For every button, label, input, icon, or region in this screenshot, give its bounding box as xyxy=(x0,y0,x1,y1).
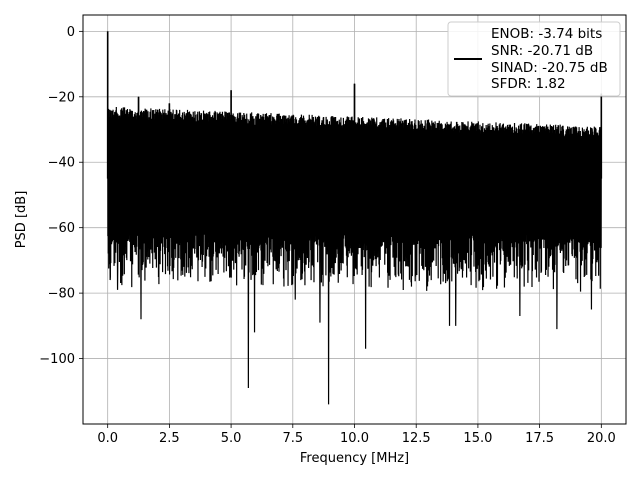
legend-snr-text: SNR: -20.71 dB xyxy=(491,43,593,59)
legend-sinad-text: SINAD: -20.75 dB xyxy=(491,60,608,76)
y-tick-label: −40 xyxy=(48,156,75,171)
x-tick-label: 7.5 xyxy=(282,431,303,446)
psd-series-line xyxy=(107,31,602,405)
x-tick-label: 15.0 xyxy=(463,431,492,446)
x-tick-label: 5.0 xyxy=(221,431,242,446)
x-axis-label: Frequency [MHz] xyxy=(300,451,409,466)
y-tick-label: 0 xyxy=(67,25,75,40)
y-axis-label: PSD [dB] xyxy=(14,191,29,249)
psd-trace xyxy=(106,31,603,405)
x-tick-label: 2.5 xyxy=(159,431,180,446)
legend-enob-text: ENOB: -3.74 bits xyxy=(491,26,602,42)
y-tick-label: −60 xyxy=(48,221,75,236)
y-tick-label: −20 xyxy=(48,90,75,105)
y-axis-ticks: 0 −20 −40 −60 −80 −100 xyxy=(39,25,83,367)
x-tick-label: 10.0 xyxy=(340,431,369,446)
x-tick-label: 0.0 xyxy=(97,431,118,446)
x-axis-ticks: 0.0 2.5 5.0 7.5 10.0 12.5 15.0 17.5 20.0 xyxy=(97,424,616,446)
x-tick-label: 17.5 xyxy=(525,431,554,446)
y-tick-label: −80 xyxy=(48,287,75,302)
x-tick-label: 20.0 xyxy=(587,431,616,446)
legend-sfdr-text: SFDR: 1.82 xyxy=(491,76,566,92)
y-tick-label: −100 xyxy=(39,352,75,367)
legend: ENOB: -3.74 bits SNR: -20.71 dB SINAD: -… xyxy=(447,21,621,97)
x-tick-label: 12.5 xyxy=(402,431,431,446)
legend-box xyxy=(447,21,621,97)
